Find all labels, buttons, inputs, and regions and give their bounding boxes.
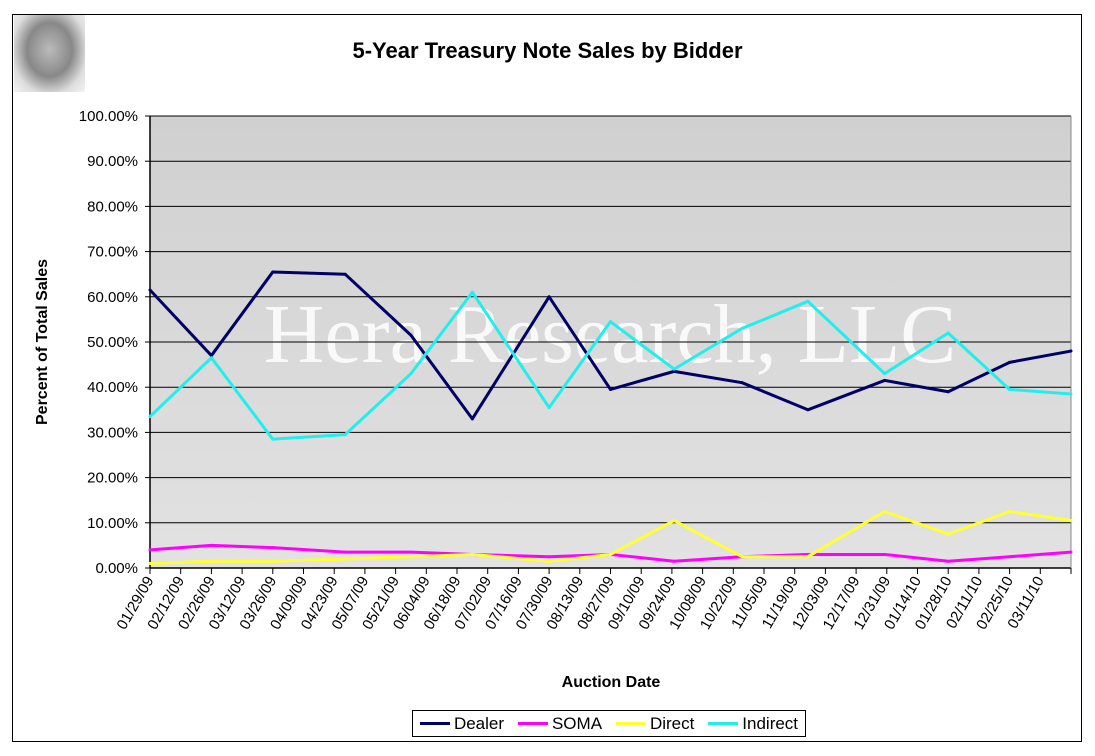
data-point-soma: [1069, 550, 1073, 554]
data-point-dealer: [271, 270, 275, 274]
y-tick-label: 50.00%: [87, 334, 138, 351]
chart-frame: [12, 14, 1082, 742]
data-point-direct: [209, 559, 213, 563]
data-point-indirect: [946, 331, 950, 335]
data-point-dealer: [740, 381, 744, 385]
data-point-indirect: [409, 372, 413, 376]
data-point-direct: [470, 552, 474, 556]
data-point-indirect: [740, 326, 744, 330]
data-point-direct: [609, 552, 612, 556]
data-point-direct: [1008, 510, 1012, 513]
data-point-direct: [672, 519, 676, 523]
data-point-direct: [883, 510, 887, 513]
data-point-dealer: [883, 378, 887, 382]
data-point-direct: [946, 532, 950, 536]
data-point-dealer: [148, 288, 152, 292]
y-tick-label: 40.00%: [87, 379, 138, 396]
legend-swatch: [708, 722, 739, 725]
y-tick-label: 10.00%: [87, 515, 138, 532]
chart-title: 5-Year Treasury Note Sales by Bidder: [352, 38, 743, 63]
data-point-soma: [1008, 555, 1012, 559]
data-point-dealer: [470, 417, 474, 421]
legend-label: SOMA: [551, 713, 603, 733]
y-tick-label: 80.00%: [87, 198, 138, 215]
data-point-direct: [1069, 519, 1073, 523]
data-point-soma: [946, 559, 950, 563]
data-point-indirect: [672, 367, 676, 371]
data-point-soma: [409, 550, 413, 554]
legend-swatch: [517, 722, 548, 725]
data-point-dealer: [946, 390, 950, 394]
data-point-direct: [343, 557, 347, 561]
data-point-dealer: [1008, 360, 1012, 364]
data-point-dealer: [609, 387, 612, 391]
y-tick-label: 0.00%: [95, 560, 138, 577]
data-point-indirect: [470, 290, 474, 294]
data-point-dealer: [409, 333, 413, 337]
data-point-soma: [343, 550, 347, 554]
data-point-direct: [148, 561, 152, 565]
legend-label: Dealer: [453, 713, 505, 733]
y-tick-label: 90.00%: [87, 153, 138, 170]
hera-logo-image: [14, 15, 85, 92]
data-point-soma: [883, 552, 887, 556]
data-point-indirect: [806, 299, 810, 303]
legend-swatch: [615, 722, 646, 725]
x-axis-title: Auction Date: [562, 674, 661, 691]
y-axis-title: Percent of Total Sales: [34, 259, 51, 425]
data-point-indirect: [609, 320, 612, 324]
y-tick-label: 20.00%: [87, 470, 138, 487]
y-tick-label: 100.00%: [79, 108, 138, 125]
legend-label: Indirect: [742, 713, 799, 733]
data-point-direct: [547, 559, 551, 563]
data-point-soma: [148, 548, 152, 552]
y-tick-label: 60.00%: [87, 289, 138, 306]
data-point-direct: [740, 555, 744, 559]
data-point-direct: [409, 555, 413, 559]
legend: Dealer SOMA Direct Indirect: [412, 710, 806, 737]
data-point-indirect: [209, 356, 213, 360]
data-point-dealer: [806, 408, 810, 412]
data-point-dealer: [343, 272, 347, 276]
data-point-indirect: [1008, 387, 1012, 391]
data-point-indirect: [148, 415, 152, 419]
legend-swatch: [419, 722, 450, 725]
data-point-soma: [672, 559, 676, 563]
data-point-indirect: [883, 372, 887, 376]
data-point-indirect: [1069, 392, 1073, 396]
data-point-dealer: [1069, 349, 1073, 353]
data-point-indirect: [271, 437, 275, 441]
legend-item-indirect: Indirect: [708, 714, 798, 734]
data-point-soma: [271, 546, 275, 550]
data-point-indirect: [343, 433, 347, 437]
data-point-direct: [271, 559, 275, 563]
data-point-dealer: [672, 369, 676, 373]
data-point-dealer: [209, 354, 213, 358]
legend-label: Direct: [649, 713, 695, 733]
data-point-soma: [547, 555, 551, 559]
watermark: Hera Research, LLC: [264, 288, 957, 381]
data-point-dealer: [547, 295, 551, 299]
y-tick-label: 30.00%: [87, 424, 138, 441]
data-point-indirect: [547, 406, 551, 410]
legend-item-dealer: Dealer: [419, 713, 505, 734]
data-point-direct: [806, 555, 810, 559]
legend-item-direct: Direct: [615, 713, 695, 734]
legend-item-soma: SOMA: [517, 713, 603, 734]
y-tick-label: 70.00%: [87, 244, 138, 261]
data-point-soma: [209, 543, 213, 547]
